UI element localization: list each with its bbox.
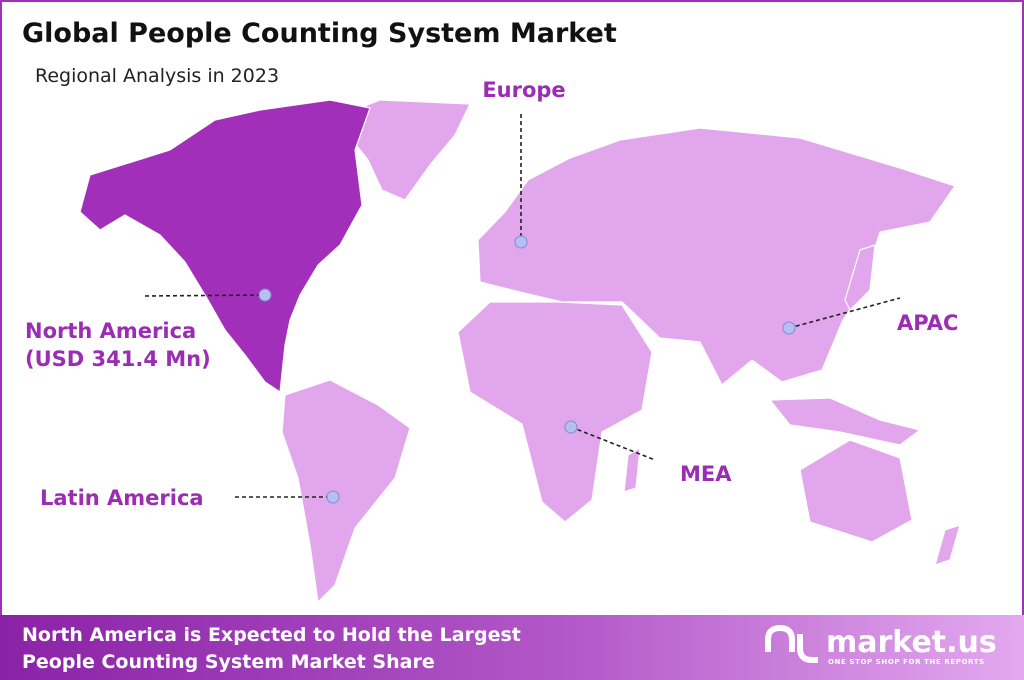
new-zealand: [934, 524, 961, 566]
southeast-asia-islands: [768, 397, 922, 446]
title: Global People Counting System Market: [22, 18, 617, 49]
madagascar: [623, 446, 641, 493]
region-label: North America: [25, 319, 196, 343]
region-value: (USD 341.4 Mn): [25, 347, 211, 371]
africa: [457, 301, 653, 523]
region-marker: [258, 288, 272, 302]
region-marker: [564, 420, 578, 434]
logo-text: market.us: [826, 625, 997, 660]
region-marker: [782, 321, 796, 335]
region-marker: [514, 235, 528, 249]
logo-tagline: ONE STOP SHOP FOR THE REPORTS: [828, 658, 985, 666]
leader-line: [144, 294, 266, 297]
south-america: [281, 379, 411, 604]
footer-line: People Counting System Market Share: [22, 651, 435, 673]
footer-line: North America is Expected to Hold the La…: [22, 624, 521, 646]
region-label: APAC: [897, 311, 958, 335]
region-label: MEA: [680, 462, 732, 486]
logo-icon: [765, 624, 818, 663]
australia: [799, 439, 913, 543]
region-label: Latin America: [40, 486, 204, 510]
japan: [844, 244, 876, 312]
leader-line: [788, 297, 901, 329]
leader-line: [570, 426, 656, 461]
footer-band: [0, 615, 1024, 680]
north-america: [79, 99, 371, 394]
leader-lines: [144, 114, 901, 504]
greenland: [334, 99, 471, 201]
region-label: Europe: [482, 78, 565, 102]
world-map: [79, 99, 961, 604]
subtitle: Regional Analysis in 2023: [35, 65, 279, 87]
region-marker: [326, 490, 340, 504]
